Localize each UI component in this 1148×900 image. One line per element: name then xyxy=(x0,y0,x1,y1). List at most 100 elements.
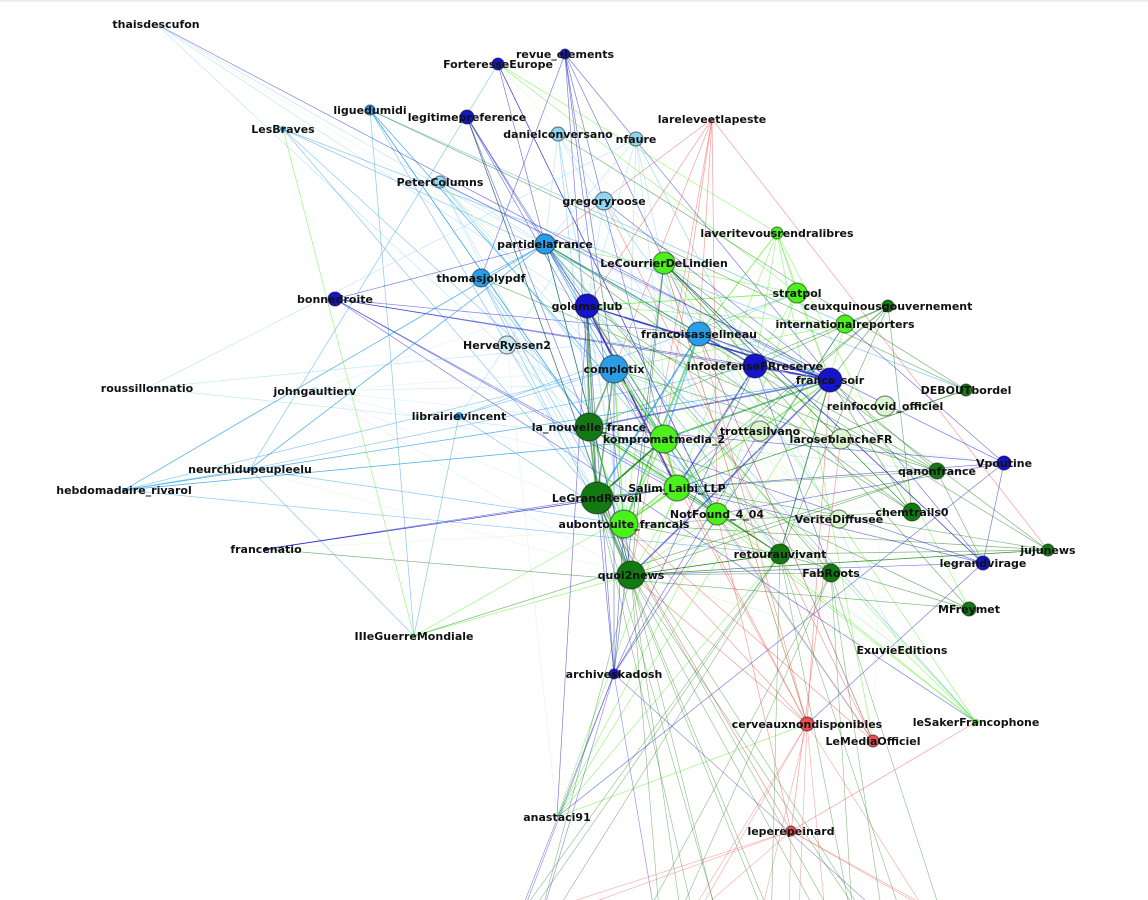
node-bonnedroite[interactable] xyxy=(327,291,343,307)
edge xyxy=(776,232,798,294)
edge xyxy=(653,572,832,900)
node-PeterColumns[interactable] xyxy=(433,175,447,189)
node-la_nouvelle_france[interactable] xyxy=(574,412,604,442)
edge xyxy=(439,181,718,515)
edge xyxy=(155,23,831,381)
node-leSakerFrancophone[interactable] xyxy=(973,719,979,725)
edge xyxy=(586,305,598,499)
edge xyxy=(530,553,781,900)
edge xyxy=(716,323,846,515)
edge xyxy=(556,513,718,818)
node-france_soir[interactable] xyxy=(817,367,843,393)
edge xyxy=(623,262,665,525)
edge xyxy=(806,723,825,900)
node-lareleveetlapeste[interactable] xyxy=(711,118,713,120)
node-label: LeGrandReveil xyxy=(552,492,642,505)
edge xyxy=(630,574,810,900)
edge xyxy=(369,109,846,325)
node-infodefenseFRreserve[interactable] xyxy=(742,353,768,379)
node-FabRoots[interactable] xyxy=(821,563,841,583)
node-aubontouite_francais[interactable] xyxy=(609,509,639,539)
edge xyxy=(497,63,778,234)
node-label: chemtrails0 xyxy=(875,506,948,519)
edge xyxy=(663,262,977,723)
node-LeMediaOfficiel[interactable] xyxy=(866,734,880,748)
edge xyxy=(564,53,615,370)
node-francenatio[interactable] xyxy=(264,547,268,551)
edge xyxy=(146,138,637,389)
node-nfaure[interactable] xyxy=(628,131,644,147)
node-ceuxquinousgouvernement[interactable] xyxy=(881,299,895,313)
node-archiveskadosh[interactable] xyxy=(608,668,620,680)
edge xyxy=(754,365,832,574)
node-qanonfrance[interactable] xyxy=(928,462,946,480)
node-leperepeinard[interactable] xyxy=(785,825,797,837)
node-quoi2news[interactable] xyxy=(616,560,646,590)
node-legrandvirage[interactable] xyxy=(975,555,991,571)
node-legitimepreference[interactable] xyxy=(459,109,475,125)
node-label: leperepeinard xyxy=(747,825,834,838)
edge xyxy=(249,468,625,525)
node-label: ForteresseEurope xyxy=(443,58,553,71)
node-LeGrandReveil[interactable] xyxy=(580,481,614,515)
node-danielconversano[interactable] xyxy=(550,126,566,142)
node-ForteresseEurope[interactable] xyxy=(491,57,505,71)
node-trottasilvano[interactable] xyxy=(749,420,771,442)
node-label: ExuvieEditions xyxy=(857,644,948,657)
edge xyxy=(146,387,938,472)
node-Salim_Laibi_LLP[interactable] xyxy=(663,474,691,502)
edge xyxy=(334,298,977,723)
node-laroseblancheFR[interactable] xyxy=(830,428,852,450)
edge xyxy=(544,243,840,520)
node-neurchidupeupleelu[interactable] xyxy=(248,467,252,471)
node-jujunews[interactable] xyxy=(1041,543,1055,557)
edge xyxy=(698,333,886,407)
edge xyxy=(155,23,842,440)
edge xyxy=(544,243,588,307)
node-IIIeGuerreMondiale[interactable] xyxy=(412,634,416,638)
node-internationalreporters[interactable] xyxy=(835,314,855,334)
node-retourauvivant[interactable] xyxy=(769,543,791,565)
edge xyxy=(623,523,781,555)
node-LesBraves[interactable] xyxy=(280,126,286,132)
node-complotix[interactable] xyxy=(599,354,629,384)
node-liguedumidi[interactable] xyxy=(364,104,376,116)
node-NotFound_4_04[interactable] xyxy=(705,502,729,526)
node-roussillonnatio[interactable] xyxy=(146,387,148,389)
node-LeCourrierDeLindien[interactable] xyxy=(652,251,676,275)
node-chemtrails0[interactable] xyxy=(902,502,922,522)
edge xyxy=(663,262,913,513)
node-laveritevousrendralibres[interactable] xyxy=(770,226,784,240)
node-cerveauxnondisponibles[interactable] xyxy=(799,716,815,732)
node-reinfocovid_officiel[interactable] xyxy=(874,395,896,417)
edge xyxy=(698,723,808,900)
edge xyxy=(249,365,756,470)
node-Vpoutine[interactable] xyxy=(996,455,1012,471)
node-revue_elements[interactable] xyxy=(559,48,571,60)
node-partidelafrance[interactable] xyxy=(534,233,556,255)
edge xyxy=(155,23,590,428)
node-thomasjolypdf[interactable] xyxy=(471,268,491,288)
node-golemsclub[interactable] xyxy=(574,293,600,319)
node-DEBOUTbordel[interactable] xyxy=(959,383,973,397)
node-HerveRyssen2[interactable] xyxy=(497,335,517,355)
edge xyxy=(544,243,913,513)
node-ExuvieEditions[interactable] xyxy=(898,646,906,654)
node-hebdomadaire_rivarol[interactable] xyxy=(122,488,126,492)
node-kompromatmedia_2[interactable] xyxy=(649,424,679,454)
node-francoisasselineau[interactable] xyxy=(686,321,712,347)
edge xyxy=(596,497,792,832)
node-label: johngaultierv xyxy=(273,385,358,398)
edge xyxy=(830,572,881,900)
edge xyxy=(806,723,919,900)
edge xyxy=(546,673,615,900)
node-stratpol[interactable] xyxy=(786,282,808,304)
node-MFreymet[interactable] xyxy=(961,601,977,617)
node-librairievincent[interactable] xyxy=(455,412,463,420)
node-gregoryroose[interactable] xyxy=(594,191,614,211)
edge xyxy=(603,200,874,742)
node-VeriteDiffusee[interactable] xyxy=(829,509,849,529)
node-johngaultierv[interactable] xyxy=(311,387,319,395)
edge xyxy=(790,721,977,832)
